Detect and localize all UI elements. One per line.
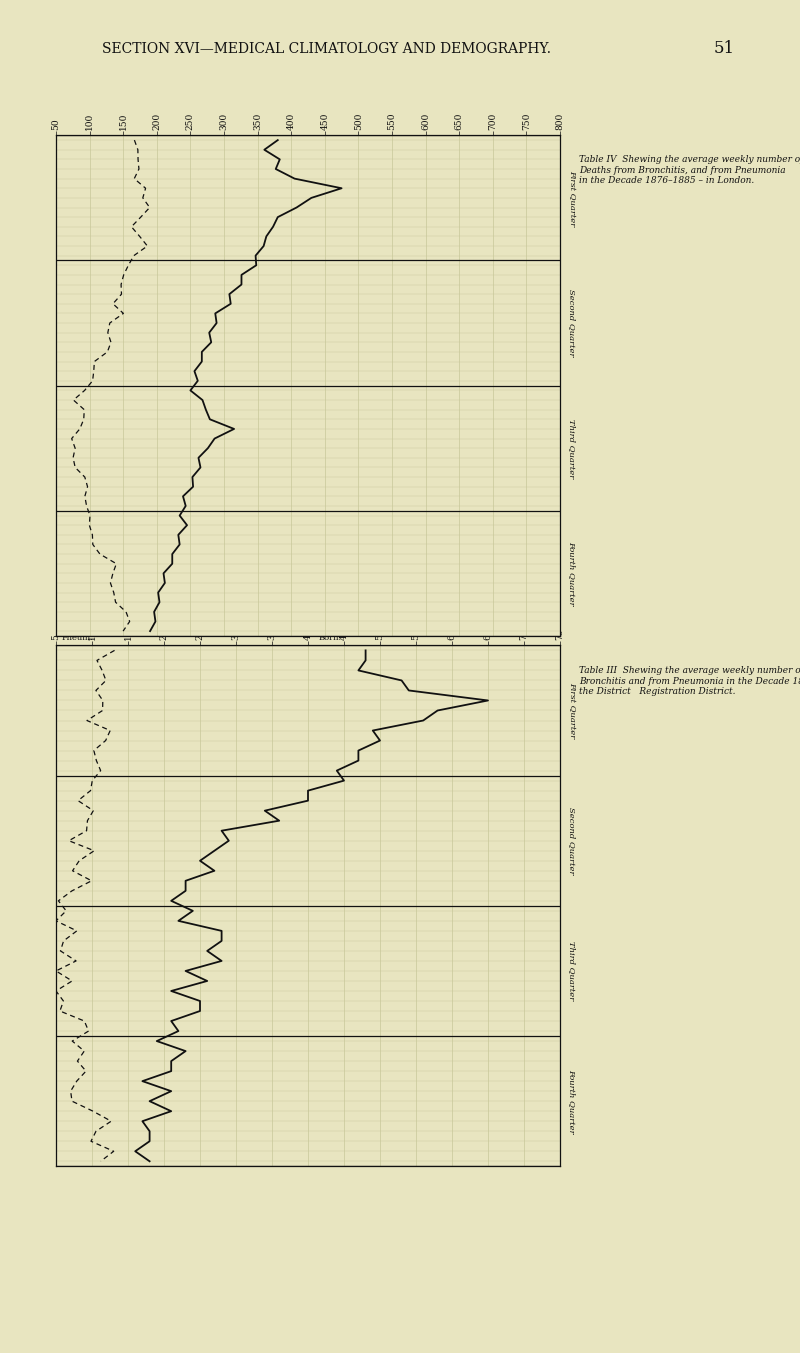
Text: First Quarter: First Quarter [567,169,575,226]
Text: 51: 51 [714,41,734,57]
Text: Fourth Quarter: Fourth Quarter [567,541,575,606]
Text: Third Quarter: Third Quarter [567,418,575,478]
Text: Born.: Born. [318,635,341,643]
Text: Table IV  Shewing the average weekly number of -
Deaths from Bronchitis, and fro: Table IV Shewing the average weekly numb… [578,156,800,185]
Text: Pneum.: Pneum. [62,635,94,643]
Text: SECTION XVI—MEDICAL CLIMATOLOGY AND DEMOGRAPHY.: SECTION XVI—MEDICAL CLIMATOLOGY AND DEMO… [102,42,551,55]
Text: Table III  Shewing the average weekly number of Deaths from
Bronchitis and from : Table III Shewing the average weekly num… [578,666,800,695]
Text: Second Quarter: Second Quarter [567,290,575,357]
Text: Fourth Quarter: Fourth Quarter [567,1069,575,1134]
Text: Third Quarter: Third Quarter [567,942,575,1001]
Text: First Quarter: First Quarter [567,682,575,739]
Text: Second Quarter: Second Quarter [567,806,575,874]
